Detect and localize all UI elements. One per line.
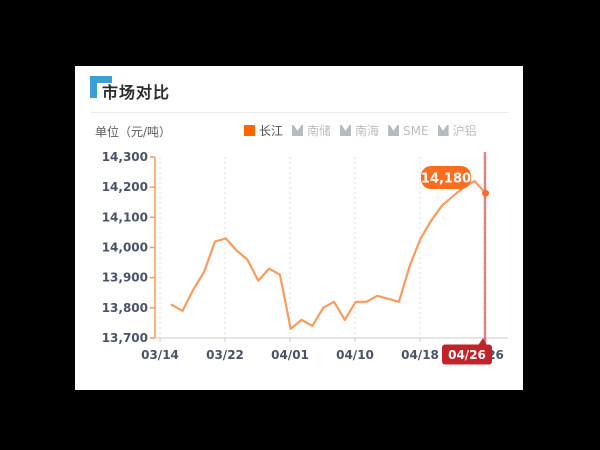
legend-item-1[interactable]: 长江 [244,122,283,139]
title-corner-bracket-icon [90,76,112,98]
x-axis-label: 04/18 [401,348,439,362]
legend-item-label: 长江 [259,124,284,138]
unit-label: 单位（元/吨） [95,125,172,139]
x-axis-label: 03/14 [141,348,179,362]
legend-item-label: 南储 [307,124,332,138]
price-line-chart[interactable]: 14,300 14,200 14,100 14,000 13,900 13,800 13,7… [75,66,523,390]
legend-item-3[interactable]: 南海 [340,122,379,139]
square-icon [244,125,255,136]
market-comparison-card: 市场对比 单位（元/吨） 长江 南储 南海 SME 沪铝 14,300 14,200 14,… [75,66,523,390]
legend-item-4[interactable]: SME [388,124,429,138]
y-axis-label: 13,900 [102,271,148,285]
svg-text:04/26: 04/26 [448,348,486,362]
y-axis-label: 14,200 [102,180,148,194]
legend-item-2[interactable]: 南储 [292,122,331,139]
x-axis-label: 04/10 [336,348,374,362]
chart-legend: 长江 南储 南海 SME 沪铝 [244,122,477,139]
y-axis-label: 13,700 [102,331,148,345]
legend-item-5[interactable]: 沪铝 [437,122,477,139]
y-axis-label: 14,000 [102,241,148,255]
svg-text:14,180: 14,180 [421,172,471,187]
x-axis-label: 03/22 [206,348,244,362]
price-line [170,179,487,330]
crosshair-date-badge: 04/26 [442,338,492,365]
last-point-dot [482,189,489,197]
y-axis-label: 13,800 [102,301,148,315]
legend-item-label: SME [403,123,429,138]
card-title: 市场对比 [102,83,171,102]
legend-item-label: 沪铝 [452,124,477,138]
last-value-badge: 14,180 [421,166,471,189]
x-axis-label: 04/01 [271,348,309,362]
y-axis-label: 14,100 [102,210,148,224]
legend-item-label: 南海 [355,124,380,138]
header-divider [90,112,509,113]
y-axis-label: 14,300 [102,150,148,164]
